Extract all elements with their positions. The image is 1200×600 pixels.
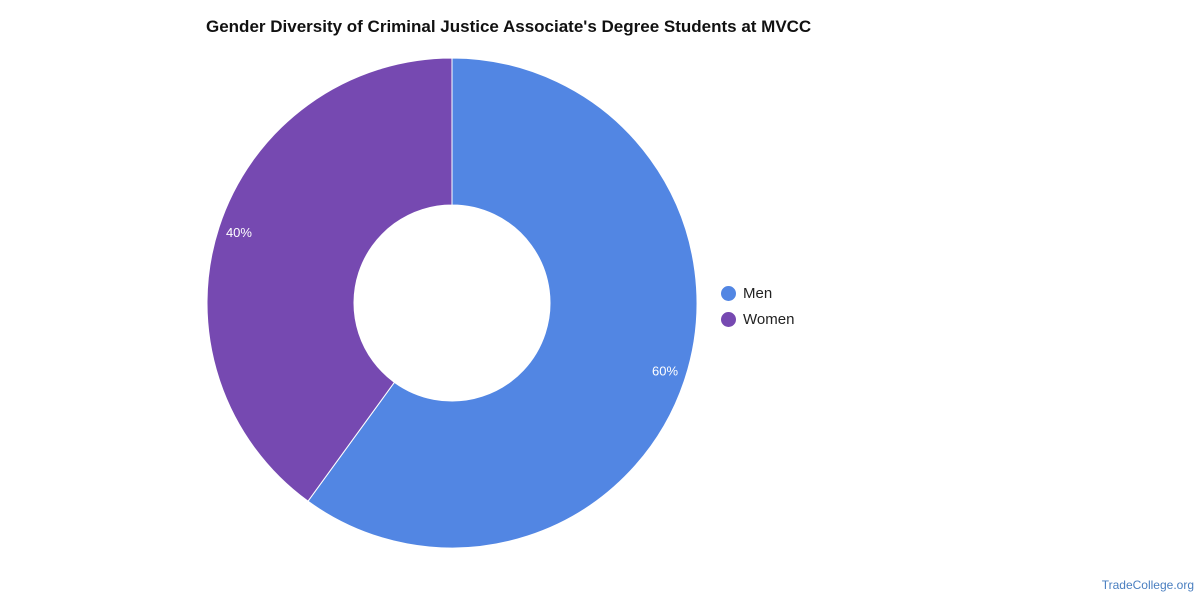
- watermark-link[interactable]: TradeCollege.org: [1101, 578, 1194, 592]
- slice-label-men: 60%: [652, 364, 678, 379]
- legend-label-women: Women: [743, 310, 795, 328]
- slice-label-women: 40%: [226, 225, 252, 240]
- slice-women[interactable]: [206, 57, 453, 502]
- legend-label-men: Men: [743, 284, 773, 302]
- legend-item-women[interactable]: Women: [721, 306, 794, 332]
- chart-title: Gender Diversity of Criminal Justice Ass…: [206, 17, 812, 36]
- legend-swatch-men: [721, 285, 736, 301]
- legend-swatch-women: [721, 311, 736, 327]
- slice-men[interactable]: [307, 57, 698, 549]
- chart-legend: Men Women: [721, 280, 794, 332]
- legend-item-men[interactable]: Men: [721, 280, 794, 306]
